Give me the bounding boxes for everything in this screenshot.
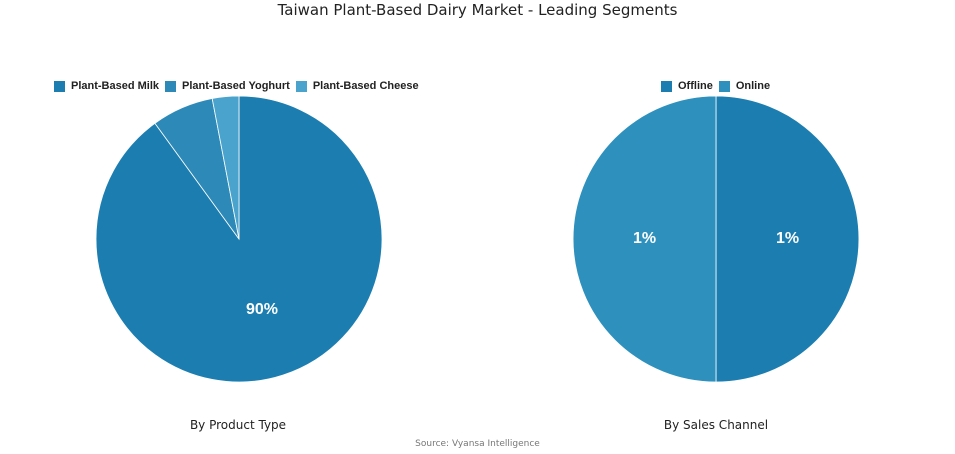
legend-swatch — [165, 80, 177, 92]
legend-item-offline: Offline — [661, 80, 713, 92]
pie-data-label-offline: 1% — [776, 230, 799, 247]
pie-slice-online — [572, 95, 717, 383]
legend-sales-channel: Offline Online — [661, 80, 776, 92]
legend-product-type: Plant-Based Milk Plant-Based Yoghurt Pla… — [54, 80, 425, 92]
chart-title: Taiwan Plant-Based Dairy Market - Leadin… — [277, 1, 678, 19]
legend-label: Offline — [678, 80, 713, 92]
legend-label: Online — [735, 80, 771, 92]
legend-label: Plant-Based Cheese — [312, 80, 419, 92]
pie-slice-offline — [715, 95, 860, 383]
legend-label: Plant-Based Milk — [71, 80, 160, 92]
pie-data-label-online: 1% — [633, 230, 656, 247]
caption-sales-channel: By Sales Channel — [663, 418, 769, 432]
caption-product-type: By Product Type — [189, 418, 287, 432]
legend-item-plant-based-milk: Plant-Based Milk — [54, 80, 159, 92]
pie-data-label-plant-based-milk: 90% — [246, 301, 278, 318]
legend-label: Plant-Based Yoghurt — [182, 80, 290, 92]
pie-slice-plant-based-cheese — [211, 95, 240, 240]
legend-swatch — [661, 80, 672, 92]
legend-swatch — [54, 80, 65, 92]
legend-item-online: Online — [718, 80, 771, 92]
legend-item-plant-based-cheese: Plant-Based Cheese — [295, 80, 419, 92]
source-note: Source: Vyansa Intelligence — [415, 439, 540, 449]
legend-item-plant-based-yoghurt: Plant-Based Yoghurt — [165, 80, 290, 92]
legend-swatch — [295, 80, 307, 92]
legend-swatch — [718, 80, 730, 92]
